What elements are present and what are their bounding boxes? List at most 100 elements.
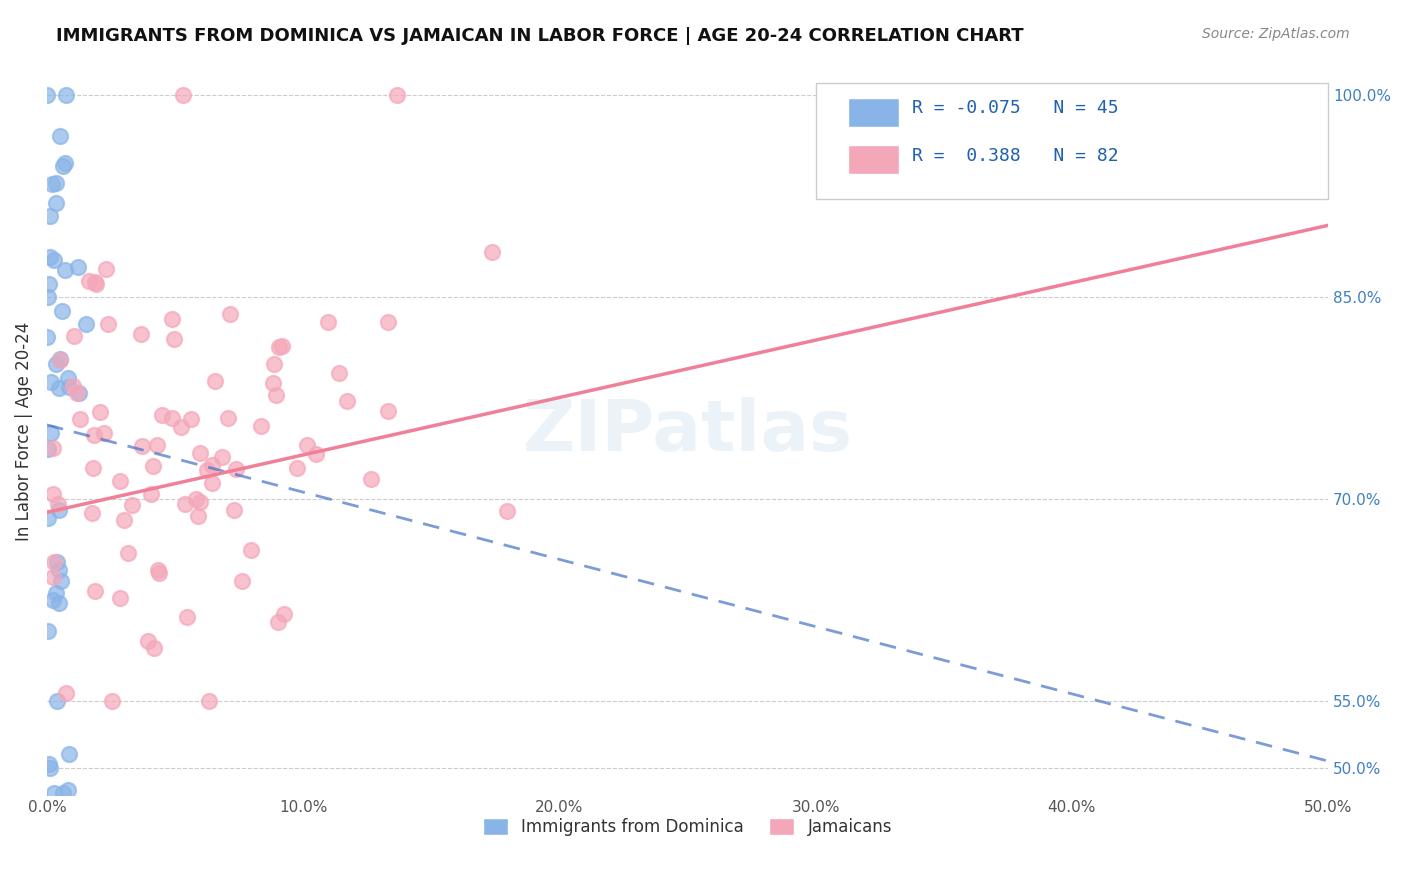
Point — [146, 563, 169, 577]
Point — [55, 686, 77, 700]
Point — [52, 159, 75, 173]
Point — [82, 506, 104, 520]
Point — [37, 290, 59, 304]
Point — [266, 388, 288, 402]
Point — [139, 487, 162, 501]
Point — [495, 504, 517, 518]
Point — [148, 566, 170, 580]
Legend: Immigrants from Dominica, Jamaicans: Immigrants from Dominica, Jamaicans — [475, 810, 900, 845]
Point — [170, 419, 193, 434]
Point — [176, 610, 198, 624]
Point — [55, 88, 77, 103]
FancyBboxPatch shape — [815, 83, 1329, 199]
Point — [45, 555, 67, 569]
Point — [39, 210, 62, 224]
Point — [49, 352, 72, 367]
Point — [51, 574, 73, 589]
Point — [197, 693, 219, 707]
Point — [63, 329, 86, 343]
Point — [53, 263, 76, 277]
Point — [84, 277, 107, 292]
Point — [117, 546, 139, 560]
Point — [273, 607, 295, 622]
Point — [66, 385, 89, 400]
Point — [45, 176, 67, 190]
Point — [41, 177, 63, 191]
Point — [180, 412, 202, 426]
Bar — [848, 97, 898, 127]
Point — [173, 497, 195, 511]
Point — [51, 303, 73, 318]
Point — [304, 447, 326, 461]
Text: R = -0.075   N = 45: R = -0.075 N = 45 — [911, 100, 1118, 118]
Point — [41, 814, 63, 829]
Point — [49, 352, 72, 367]
Point — [37, 511, 59, 525]
Point — [195, 463, 218, 477]
Y-axis label: In Labor Force | Age 20-24: In Labor Force | Age 20-24 — [15, 322, 32, 541]
Text: ZIPatlas: ZIPatlas — [523, 397, 852, 467]
Point — [58, 747, 80, 762]
Point — [204, 374, 226, 388]
Point — [37, 624, 59, 639]
Point — [142, 641, 165, 656]
Point — [188, 495, 211, 509]
Point — [336, 394, 359, 409]
Bar — [848, 145, 898, 174]
Point — [48, 381, 70, 395]
Point — [225, 462, 247, 476]
Point — [163, 332, 186, 346]
Point — [93, 425, 115, 440]
Point — [295, 438, 318, 452]
Point — [48, 128, 70, 143]
Point — [38, 277, 60, 291]
Point — [101, 693, 124, 707]
Point — [37, 442, 59, 456]
Point — [108, 591, 131, 606]
Point — [201, 476, 224, 491]
Point — [89, 405, 111, 419]
Point — [328, 366, 350, 380]
Point — [160, 312, 183, 326]
Point — [201, 458, 224, 473]
Point — [60, 801, 83, 815]
Point — [316, 315, 339, 329]
Point — [58, 380, 80, 394]
Point — [48, 596, 70, 610]
Point — [267, 340, 290, 354]
Point — [35, 330, 58, 344]
Text: Source: ZipAtlas.com: Source: ZipAtlas.com — [1202, 27, 1350, 41]
Point — [56, 783, 79, 797]
Point — [82, 461, 104, 475]
Point — [38, 761, 60, 775]
Point — [37, 88, 59, 103]
Point — [150, 408, 173, 422]
Point — [83, 428, 105, 442]
Point — [211, 450, 233, 465]
Point — [48, 563, 70, 577]
Point — [69, 411, 91, 425]
Point — [46, 693, 69, 707]
Point — [66, 260, 89, 275]
Point — [222, 503, 245, 517]
Point — [44, 252, 66, 267]
Point — [188, 445, 211, 459]
Point — [62, 379, 84, 393]
Point — [145, 438, 167, 452]
Text: R =  0.388   N = 82: R = 0.388 N = 82 — [911, 146, 1118, 165]
Point — [112, 513, 135, 527]
Point — [38, 250, 60, 264]
Point — [377, 315, 399, 329]
Point — [45, 196, 67, 211]
Point — [97, 318, 120, 332]
Point — [41, 375, 63, 389]
Point — [77, 274, 100, 288]
Point — [45, 586, 67, 600]
Point — [250, 418, 273, 433]
Point — [262, 376, 284, 390]
Point — [52, 786, 75, 800]
Point — [287, 461, 309, 475]
Point — [377, 404, 399, 418]
Point — [53, 155, 76, 169]
Point — [360, 473, 382, 487]
